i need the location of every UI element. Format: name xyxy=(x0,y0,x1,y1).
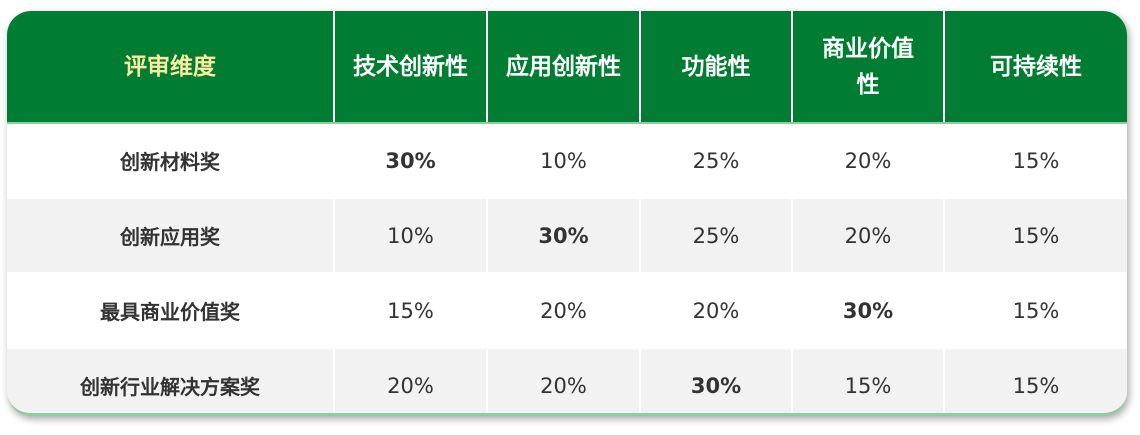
header-row: 评审维度 技术创新性 应用创新性 功能性 商业价值性 可持续性 xyxy=(7,11,1127,124)
weight-cell: 25% xyxy=(640,122,793,198)
column-header: 功能性 xyxy=(640,11,793,124)
table-row: 创新应用奖 10% 30% 25% 20% 15% xyxy=(7,197,1127,273)
weight-cell: 10% xyxy=(487,122,641,198)
award-name: 创新应用奖 xyxy=(7,197,335,273)
column-header: 商业价值性 xyxy=(792,11,945,124)
weight-cell: 10% xyxy=(334,197,488,273)
weight-cell: 30% xyxy=(334,122,488,198)
weight-cell: 20% xyxy=(334,347,488,413)
award-name: 创新行业解决方案奖 xyxy=(7,347,335,413)
weight-cell: 20% xyxy=(487,347,641,413)
column-header: 评审维度 xyxy=(7,11,335,124)
weight-cell: 15% xyxy=(944,272,1127,348)
award-name: 最具商业价值奖 xyxy=(7,272,335,348)
column-header: 技术创新性 xyxy=(334,11,488,124)
weight-cell: 20% xyxy=(792,122,945,198)
award-name: 创新材料奖 xyxy=(7,122,335,198)
weight-cell: 15% xyxy=(334,272,488,348)
weight-cell: 15% xyxy=(792,347,945,413)
table-row: 最具商业价值奖 15% 20% 20% 30% 15% xyxy=(7,272,1127,348)
weight-cell: 15% xyxy=(944,197,1127,273)
award-criteria-table: 评审维度 技术创新性 应用创新性 功能性 商业价值性 可持续性 创新材料奖 30% 10% 25… xyxy=(7,11,1127,413)
weight-cell: 15% xyxy=(944,347,1127,413)
weight-cell: 30% xyxy=(640,347,793,413)
weight-cell: 20% xyxy=(640,272,793,348)
weight-cell: 25% xyxy=(640,197,793,273)
weight-cell: 30% xyxy=(792,272,945,348)
weight-cell: 30% xyxy=(487,197,641,273)
weight-cell: 15% xyxy=(944,122,1127,198)
award-criteria-table-card: 评审维度 技术创新性 应用创新性 功能性 商业价值性 可持续性 创新材料奖 30% 10% 25… xyxy=(7,11,1127,416)
weight-cell: 20% xyxy=(487,272,641,348)
weight-cell: 20% xyxy=(792,197,945,273)
table-row: 创新行业解决方案奖 20% 20% 30% 15% 15% xyxy=(7,347,1127,413)
column-header: 可持续性 xyxy=(944,11,1127,124)
table-row: 创新材料奖 30% 10% 25% 20% 15% xyxy=(7,122,1127,198)
column-header: 应用创新性 xyxy=(487,11,641,124)
